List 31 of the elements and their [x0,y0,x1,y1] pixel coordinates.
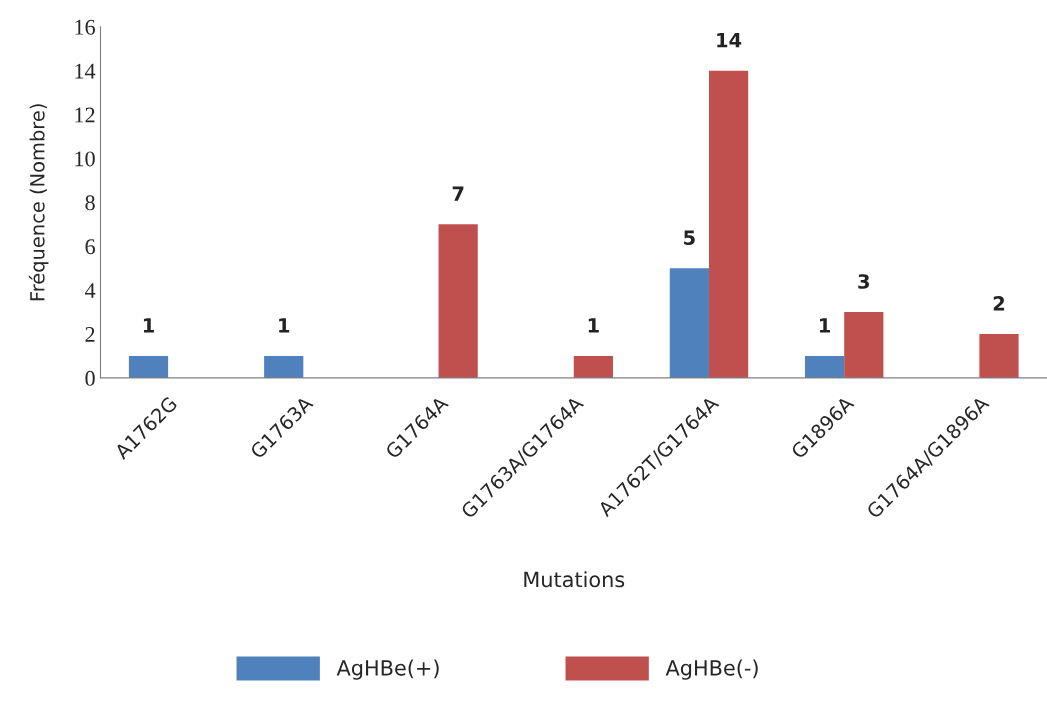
bar [573,355,613,378]
bar [844,312,884,378]
bar [708,70,749,378]
data-label: 7 [452,186,464,201]
legend-label: AgHBe(-) [665,659,758,680]
bar [979,333,1019,378]
bar [264,355,304,378]
y-tick-label: 4 [84,283,96,298]
data-label: 14 [717,33,742,48]
x-axis-title: Mutations [524,571,625,588]
y-tick-label: 16 [75,19,95,35]
data-label: 1 [143,318,154,333]
y-tick-label: 12 [75,107,95,123]
bar [804,355,845,378]
y-tick-label: 6 [85,239,95,255]
data-label: 1 [588,318,599,333]
y-axis-title: Fréquence (Nombre) [28,104,49,301]
y-tick-label: 2 [85,326,95,342]
y-tick-label: 10 [75,151,95,167]
y-tick-label: 8 [85,195,95,211]
data-label: 5 [684,230,695,245]
data-label: 3 [858,274,870,289]
bar [669,268,709,378]
data-label: 1 [820,318,830,333]
data-label: 2 [993,296,1005,311]
data-label: 1 [279,318,290,333]
bar [438,224,478,378]
y-tick-label: 0 [85,370,95,386]
legend-label: AgHBe(+) [336,659,439,680]
bar [128,355,169,378]
y-tick-label: 14 [75,63,96,79]
